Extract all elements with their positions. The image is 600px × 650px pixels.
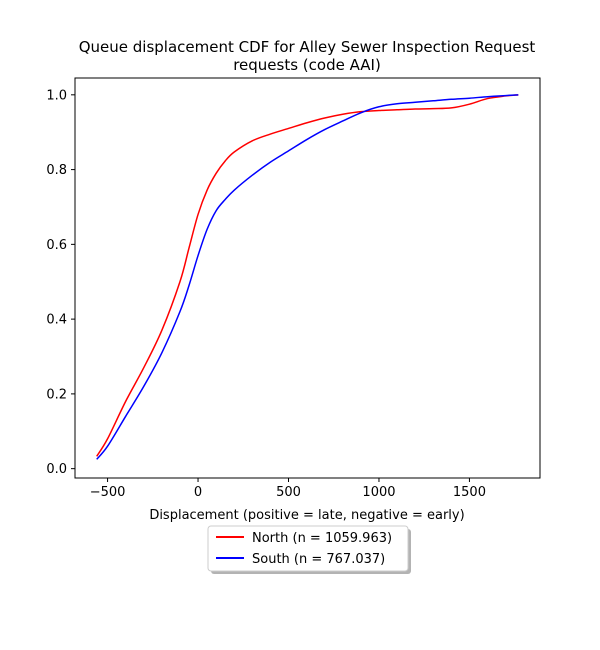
chart-title-line-2: requests (code AAI): [233, 56, 381, 74]
series-line-south: [96, 94, 519, 460]
legend: North (n = 1059.963) South (n = 767.037): [207, 525, 411, 574]
y-tick-label: 0.8: [46, 163, 67, 178]
y-tick-label: 0.6: [46, 238, 67, 253]
x-axis-ticks: −500 0 500 1000 1500: [90, 478, 486, 500]
y-tick-label: 1.0: [46, 88, 67, 103]
legend-box: [207, 525, 409, 572]
legend-label-south: South (n = 767.037): [252, 552, 385, 567]
x-tick-label: 500: [276, 485, 301, 500]
plot-frame: [74, 77, 541, 479]
legend-label-north: North (n = 1059.963): [252, 531, 392, 546]
x-tick-label: −500: [90, 485, 126, 500]
series-layer: [96, 94, 519, 460]
y-tick-label: 0.2: [46, 387, 67, 402]
chart-title-line-1: Queue displacement CDF for Alley Sewer I…: [79, 38, 536, 56]
x-tick-label: 1500: [453, 485, 486, 500]
x-tick-label: 0: [194, 485, 202, 500]
x-tick-label: 1000: [362, 485, 395, 500]
y-tick-label: 0.4: [46, 313, 67, 328]
y-tick-label: 0.0: [46, 462, 67, 477]
series-line-north: [96, 94, 519, 457]
x-axis-label: Displacement (positive = late, negative …: [149, 508, 464, 523]
y-axis-ticks: 0.0 0.2 0.4 0.6 0.8 1.0: [46, 88, 75, 477]
